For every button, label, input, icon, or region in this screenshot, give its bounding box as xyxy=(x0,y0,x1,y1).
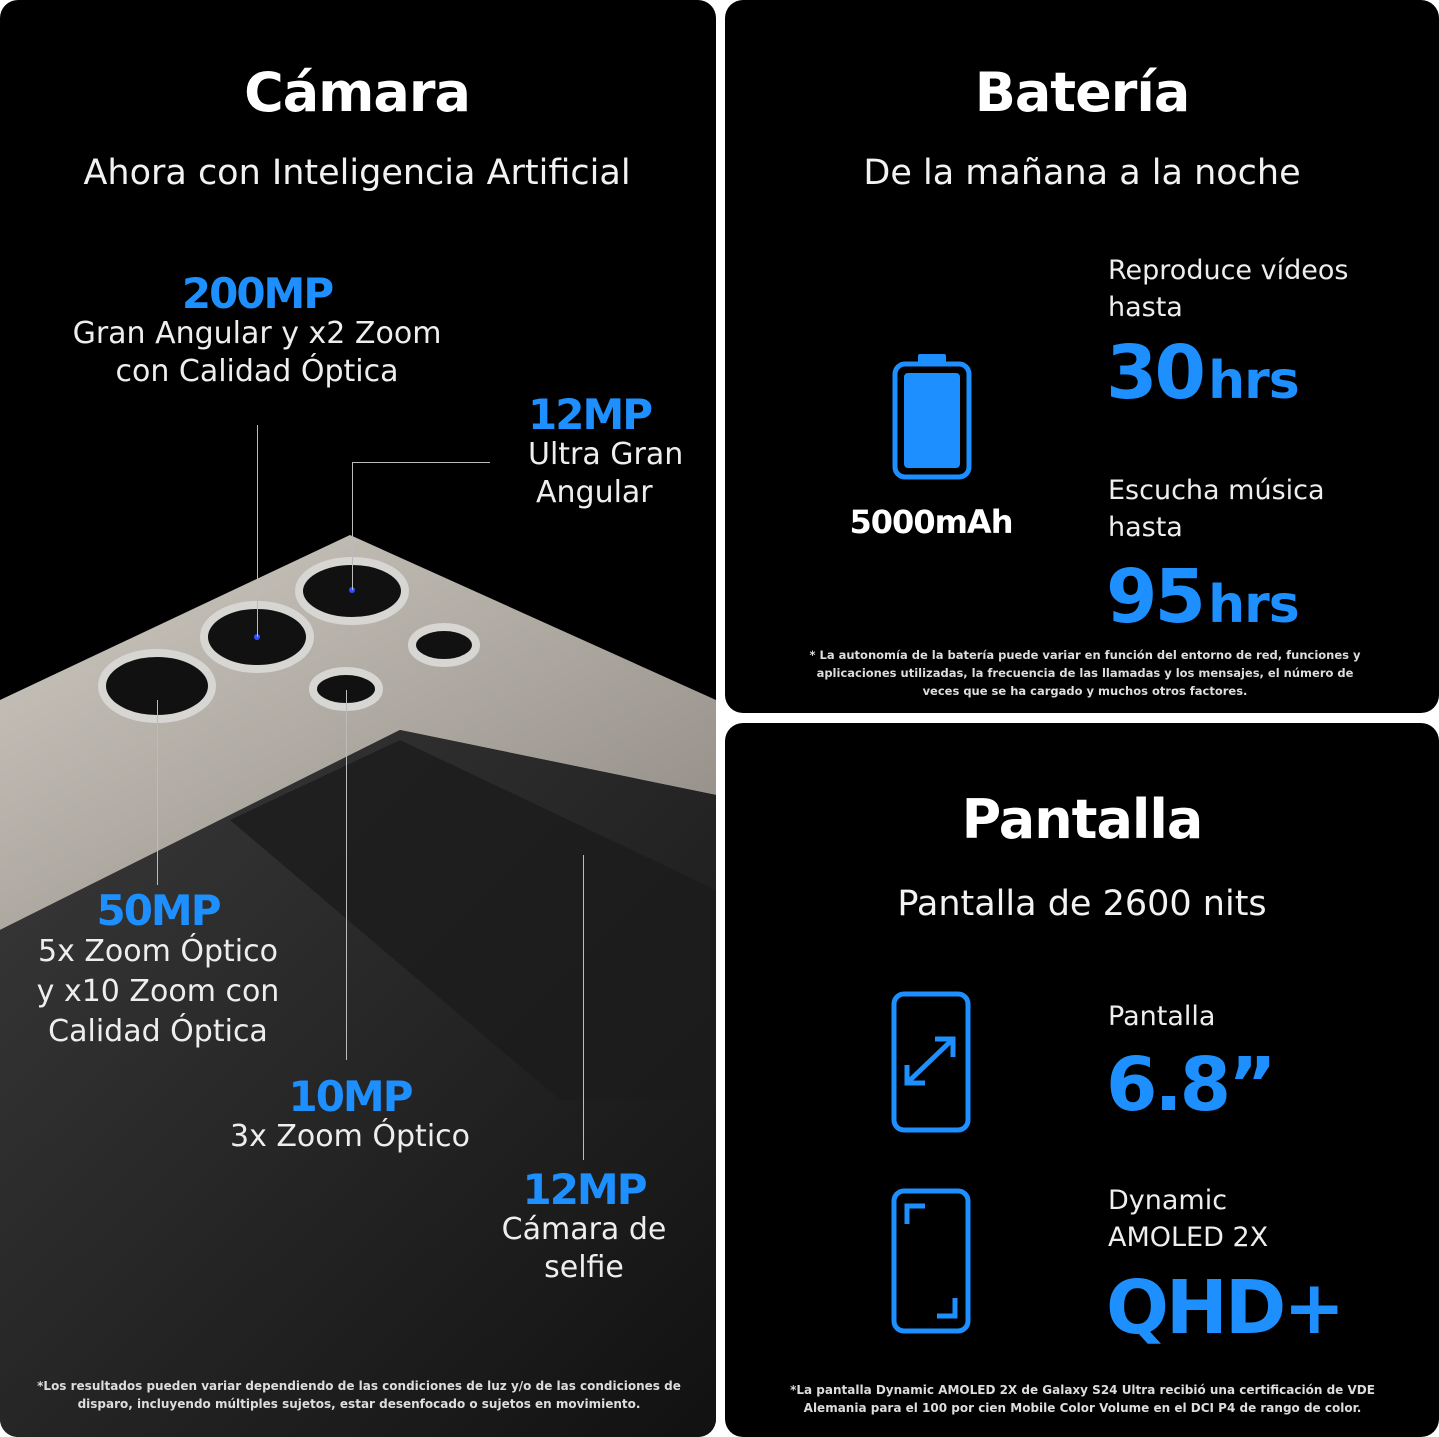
screen-resolution-icon xyxy=(891,1188,971,1334)
spec-12mp-selfie: 12MP Cámara de selfie xyxy=(501,1165,667,1286)
video-hours: 30 hrs xyxy=(1106,330,1300,416)
spec-10mp: 10MP 3x Zoom Óptico xyxy=(230,1072,470,1155)
size-value: 6.8” xyxy=(1106,1042,1277,1128)
battery-subtitle: De la mañana a la noche xyxy=(863,153,1301,193)
display-title: Pantalla xyxy=(961,788,1204,851)
panel-label-2: AMOLED 2X xyxy=(1108,1222,1269,1253)
spec-12mp-ultrawide: 12MP Ultra Gran Angular xyxy=(528,390,684,511)
display-subtitle: Pantalla de 2600 nits xyxy=(897,884,1267,924)
panel-value: QHD+ xyxy=(1106,1265,1345,1351)
battery-footnote: * La autonomía de la batería puede varia… xyxy=(809,648,1361,698)
spec-200mp: 200MP Gran Angular y x2 Zoom con Calidad… xyxy=(72,269,442,390)
battery-full-icon xyxy=(892,354,972,480)
battery-panel: Batería De la mañana a la noche 5000mAh … xyxy=(725,0,1439,713)
spec-50mp: 50MP 5x Zoom Óptico y x10 Zoom con Calid… xyxy=(36,886,280,1050)
camera-subtitle: Ahora con Inteligencia Artificial xyxy=(83,153,631,193)
panel-label-1: Dynamic xyxy=(1108,1185,1228,1216)
music-label-1: Escucha música xyxy=(1108,475,1325,506)
camera-title: Cámara xyxy=(244,61,471,124)
phone-camera-image xyxy=(0,535,716,1437)
size-label: Pantalla xyxy=(1108,1001,1216,1032)
battery-capacity: 5000mAh xyxy=(849,503,1014,541)
display-panel: Pantalla Pantalla de 2600 nits Pantalla … xyxy=(725,723,1439,1437)
camera-panel: Cámara Ahora con Inteligencia Artificial… xyxy=(0,0,716,1437)
music-hours: 95 hrs xyxy=(1106,554,1300,640)
video-label-1: Reproduce vídeos xyxy=(1108,255,1349,286)
battery-title: Batería xyxy=(974,61,1191,124)
screen-size-icon xyxy=(891,991,971,1133)
music-label-2: hasta xyxy=(1108,512,1183,543)
camera-footnote: *Los resultados pueden variar dependiend… xyxy=(37,1379,681,1411)
video-label-2: hasta xyxy=(1108,292,1183,323)
display-footnote: *La pantalla Dynamic AMOLED 2X de Galaxy… xyxy=(790,1383,1375,1415)
